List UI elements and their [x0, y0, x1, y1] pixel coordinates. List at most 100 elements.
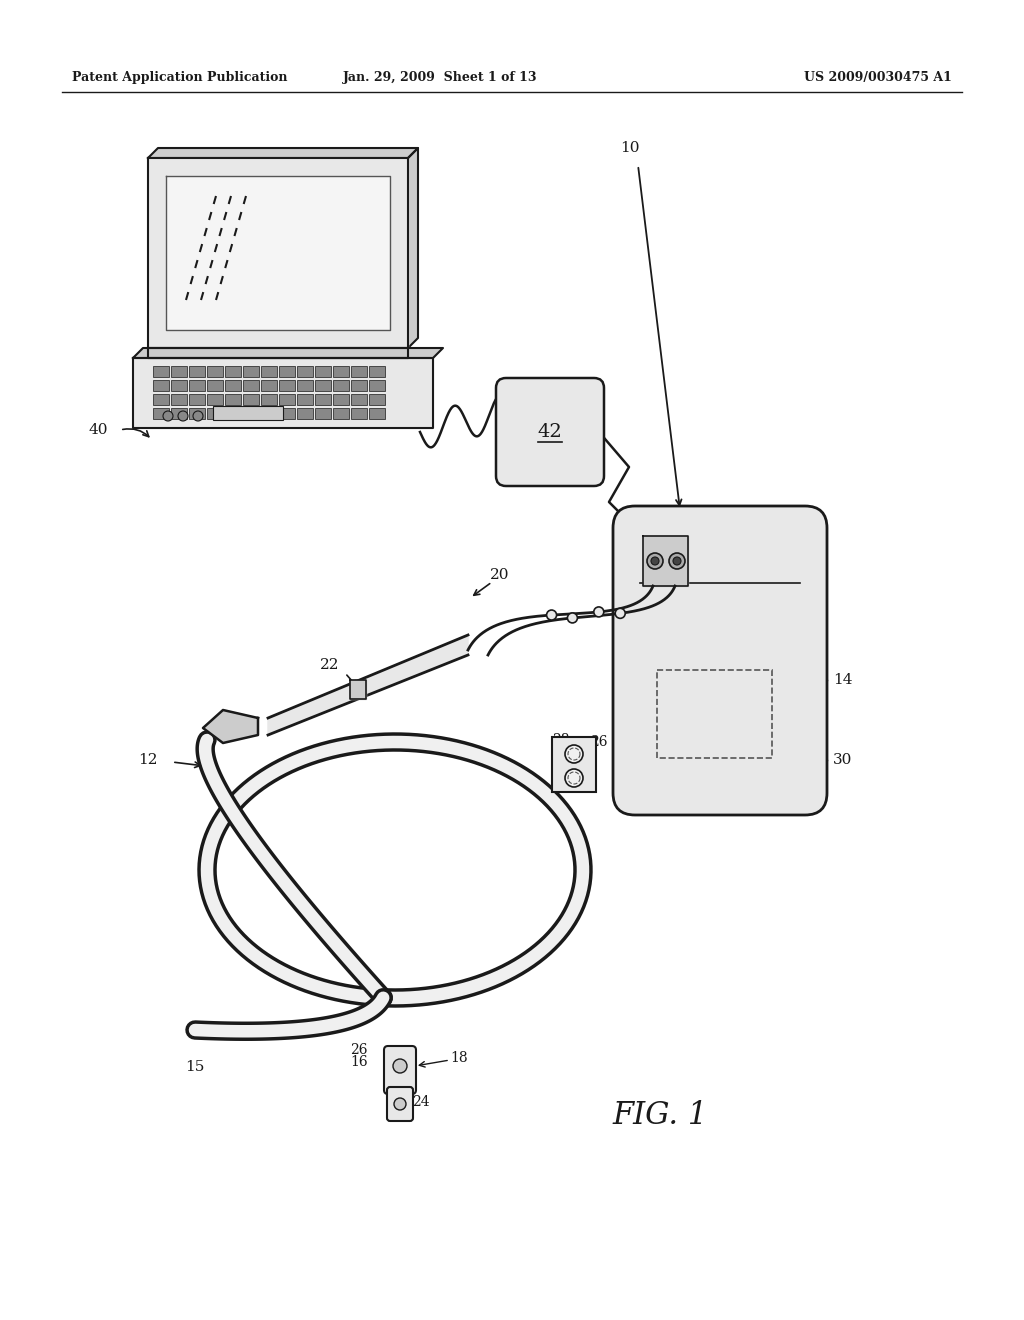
Bar	[279, 393, 295, 405]
Text: 40: 40	[88, 422, 108, 437]
Bar	[243, 408, 259, 418]
Circle shape	[647, 553, 663, 569]
Bar	[369, 408, 385, 418]
Polygon shape	[643, 536, 688, 586]
Text: FIG. 1: FIG. 1	[612, 1100, 708, 1130]
Text: Jan. 29, 2009  Sheet 1 of 13: Jan. 29, 2009 Sheet 1 of 13	[343, 71, 538, 84]
Text: US 2009/0030475 A1: US 2009/0030475 A1	[804, 71, 952, 84]
Circle shape	[673, 557, 681, 565]
Bar	[153, 380, 169, 391]
Bar	[351, 393, 367, 405]
Bar	[279, 380, 295, 391]
Bar	[171, 366, 187, 378]
Bar	[153, 366, 169, 378]
Text: 28: 28	[553, 733, 570, 747]
FancyBboxPatch shape	[384, 1045, 416, 1094]
Bar	[351, 380, 367, 391]
Bar	[333, 408, 349, 418]
Text: 26: 26	[590, 735, 607, 748]
Bar	[243, 380, 259, 391]
Bar	[315, 366, 331, 378]
Circle shape	[669, 553, 685, 569]
Circle shape	[394, 1098, 406, 1110]
Bar	[225, 408, 241, 418]
Bar	[189, 380, 205, 391]
Bar	[207, 393, 223, 405]
Text: 14: 14	[833, 673, 853, 686]
Text: Patent Application Publication: Patent Application Publication	[72, 71, 288, 84]
Text: 20: 20	[490, 568, 510, 582]
Circle shape	[547, 610, 557, 620]
Text: 18: 18	[450, 1051, 468, 1065]
Bar	[171, 393, 187, 405]
Bar	[657, 671, 772, 758]
Bar	[261, 408, 278, 418]
Polygon shape	[148, 148, 418, 158]
Bar	[315, 380, 331, 391]
Bar	[297, 366, 313, 378]
Text: 15: 15	[185, 1060, 205, 1074]
Polygon shape	[166, 176, 390, 330]
Circle shape	[193, 411, 203, 421]
Polygon shape	[268, 635, 468, 735]
Circle shape	[594, 607, 604, 616]
Bar	[351, 366, 367, 378]
Circle shape	[615, 609, 626, 618]
Circle shape	[565, 744, 583, 763]
Bar	[207, 408, 223, 418]
Text: 12: 12	[138, 752, 158, 767]
Bar	[297, 408, 313, 418]
Circle shape	[565, 770, 583, 787]
Bar	[153, 408, 169, 418]
Polygon shape	[148, 158, 408, 348]
Bar	[189, 408, 205, 418]
Bar	[225, 366, 241, 378]
Circle shape	[651, 557, 659, 565]
Bar	[213, 407, 283, 420]
Polygon shape	[203, 710, 258, 743]
Bar	[207, 366, 223, 378]
Bar	[261, 366, 278, 378]
Bar	[333, 380, 349, 391]
Bar	[315, 393, 331, 405]
Bar	[207, 380, 223, 391]
FancyBboxPatch shape	[496, 378, 604, 486]
Bar	[369, 380, 385, 391]
Circle shape	[163, 411, 173, 421]
Bar	[552, 737, 596, 792]
Bar	[189, 366, 205, 378]
Bar	[297, 393, 313, 405]
FancyBboxPatch shape	[387, 1086, 413, 1121]
Bar	[279, 408, 295, 418]
Polygon shape	[133, 348, 443, 358]
Polygon shape	[148, 348, 408, 358]
Bar	[171, 408, 187, 418]
Bar	[369, 393, 385, 405]
Text: 16: 16	[350, 1055, 368, 1069]
Circle shape	[393, 1059, 407, 1073]
Bar	[261, 380, 278, 391]
Polygon shape	[350, 680, 366, 700]
Bar	[279, 366, 295, 378]
Bar	[243, 366, 259, 378]
Bar	[261, 393, 278, 405]
Text: 24: 24	[412, 1096, 430, 1109]
Bar	[243, 393, 259, 405]
Bar	[333, 393, 349, 405]
Bar	[369, 366, 385, 378]
Bar	[351, 408, 367, 418]
Text: 10: 10	[620, 141, 640, 154]
Bar	[333, 366, 349, 378]
Polygon shape	[408, 148, 418, 348]
Bar	[225, 380, 241, 391]
Circle shape	[178, 411, 188, 421]
Bar	[171, 380, 187, 391]
Text: 26: 26	[350, 1043, 368, 1057]
Bar	[153, 393, 169, 405]
FancyBboxPatch shape	[613, 506, 827, 814]
Text: 42: 42	[538, 422, 562, 441]
Bar	[297, 380, 313, 391]
Bar	[225, 393, 241, 405]
Bar	[189, 393, 205, 405]
Circle shape	[567, 612, 578, 623]
